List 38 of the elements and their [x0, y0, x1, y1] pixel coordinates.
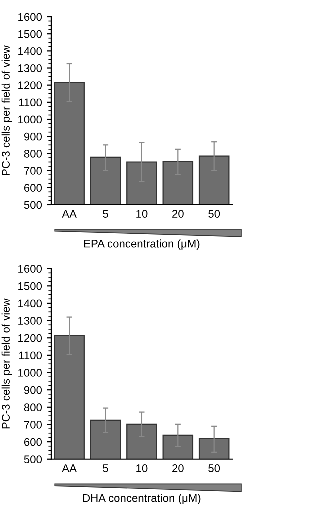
- y-tick-label: 800: [24, 404, 42, 412]
- y-tick-label: 1300: [18, 317, 42, 325]
- y-tick-label: 1200: [18, 82, 42, 90]
- y-tick-label: 1100: [19, 98, 42, 107]
- y-tick-label: 1000: [18, 369, 42, 377]
- x-tick-label: 5: [103, 464, 108, 472]
- y-tick-label: 500: [24, 456, 42, 464]
- x-tick-label: AA: [62, 464, 77, 472]
- y-tick-label: 1200: [18, 334, 42, 342]
- y-tick-label: 1100: [19, 352, 42, 360]
- y-tick-label: 1600: [18, 13, 42, 22]
- y-tick-label: 700: [24, 421, 42, 429]
- x-axis-title: EPA concentration (μM): [84, 240, 200, 250]
- y-tick-label: 900: [24, 386, 42, 394]
- y-tick-label: 1400: [18, 300, 42, 308]
- y-tick-label: 600: [24, 438, 42, 446]
- y-tick-label: 700: [24, 167, 42, 175]
- y-tick-label: 1400: [18, 47, 42, 56]
- y-tick-label: 1000: [18, 116, 42, 124]
- y-axis-title: PC-3 cells per field of view: [2, 298, 12, 429]
- x-tick-label: 50: [208, 464, 220, 472]
- y-tick-label: 1500: [18, 30, 42, 38]
- x-tick-label: 50: [208, 210, 220, 218]
- x-tick-label: 5: [103, 210, 108, 218]
- y-axis-title: PC-3 cells per field of view: [2, 45, 12, 176]
- y-tick-label: 1500: [18, 282, 42, 290]
- x-tick-label: 20: [172, 210, 184, 218]
- y-tick-label: 1600: [18, 265, 42, 273]
- x-tick-label: 10: [136, 210, 148, 218]
- x-axis-title: DHA concentration (μM): [83, 494, 201, 504]
- x-tick-label: 20: [172, 464, 184, 472]
- y-tick-label: 500: [24, 201, 42, 210]
- y-tick-label: 900: [24, 132, 42, 141]
- x-tick-label: AA: [62, 210, 77, 218]
- x-tick-label: 10: [136, 464, 148, 472]
- y-tick-label: 600: [24, 184, 42, 192]
- y-tick-label: 800: [24, 150, 42, 158]
- y-tick-label: 1300: [18, 64, 42, 72]
